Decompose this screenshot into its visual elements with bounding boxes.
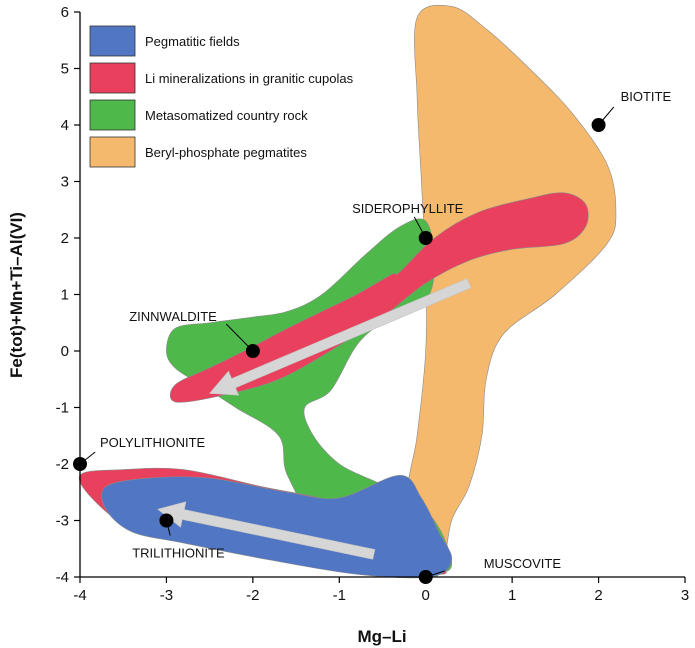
legend-swatch (89, 25, 136, 57)
y-tick-label: -1 (56, 400, 69, 417)
mineral-points: BIOTITE SIDEROPHYLLITE ZINNWALDITE POLYLITH… (73, 89, 671, 584)
legend-label: Li mineralizations in granitic cupolas (145, 71, 354, 86)
x-tick-label: -4 (73, 587, 86, 604)
axes: -4 -3 -2 -1 0 1 2 3 -4 -3 -2 -1 0 1 2 3 4 5 6 (56, 4, 690, 604)
x-tick-label: -3 (160, 587, 173, 604)
x-tick-label: 3 (681, 587, 689, 604)
point-trilithionite (159, 513, 174, 528)
legend-swatch (89, 136, 136, 168)
label-trilithionite: TRILITHIONITE (132, 546, 225, 561)
y-tick-label: -3 (56, 513, 69, 530)
x-axis-title: Mg–Li (357, 627, 406, 646)
point-muscovite (418, 570, 433, 584)
label-polylithionite: POLYLITHIONITE (100, 435, 206, 450)
x-tick-label: 0 (422, 587, 430, 604)
label-zinnwaldite: ZINNWALDITE (129, 309, 217, 324)
x-tick-label: 1 (508, 587, 516, 604)
label-biotite: BIOTITE (621, 89, 672, 104)
point-siderophyllite (418, 231, 433, 245)
x-tick-label: -2 (246, 587, 259, 604)
legend: Pegmatitic fields Li mineralizations in g… (89, 25, 354, 168)
label-muscovite: MUSCOVITE (484, 556, 562, 571)
trend-arrow-1 (208, 278, 472, 396)
legend-swatch (89, 62, 136, 94)
legend-label: Metasomatized country rock (145, 108, 308, 123)
y-tick-label: 1 (61, 287, 69, 304)
legend-swatch (89, 99, 136, 131)
legend-label: Pegmatitic fields (145, 34, 240, 49)
y-tick-label: 5 (61, 61, 69, 78)
y-tick-label: 0 (61, 343, 69, 360)
point-polylithionite (73, 457, 87, 471)
label-siderophyllite: SIDEROPHYLLITE (352, 201, 464, 216)
field-polygons (78, 4, 617, 579)
y-tick-label: 4 (61, 117, 69, 134)
y-tick-label: -4 (56, 569, 69, 586)
x-tick-label: 2 (594, 587, 602, 604)
y-tick-label: -2 (56, 456, 69, 473)
point-biotite (591, 118, 606, 132)
x-tick-label: -1 (333, 587, 346, 604)
y-tick-label: 6 (61, 4, 69, 21)
legend-label: Beryl-phosphate pegmatites (145, 145, 307, 160)
point-zinnwaldite (245, 344, 260, 358)
field-pegmatitic-fields (101, 474, 452, 579)
y-tick-label: 2 (61, 230, 69, 247)
y-tick-label: 3 (61, 174, 69, 191)
y-axis-title: Fe(tot)+Mn+Ti–Al(VI) (7, 212, 26, 378)
